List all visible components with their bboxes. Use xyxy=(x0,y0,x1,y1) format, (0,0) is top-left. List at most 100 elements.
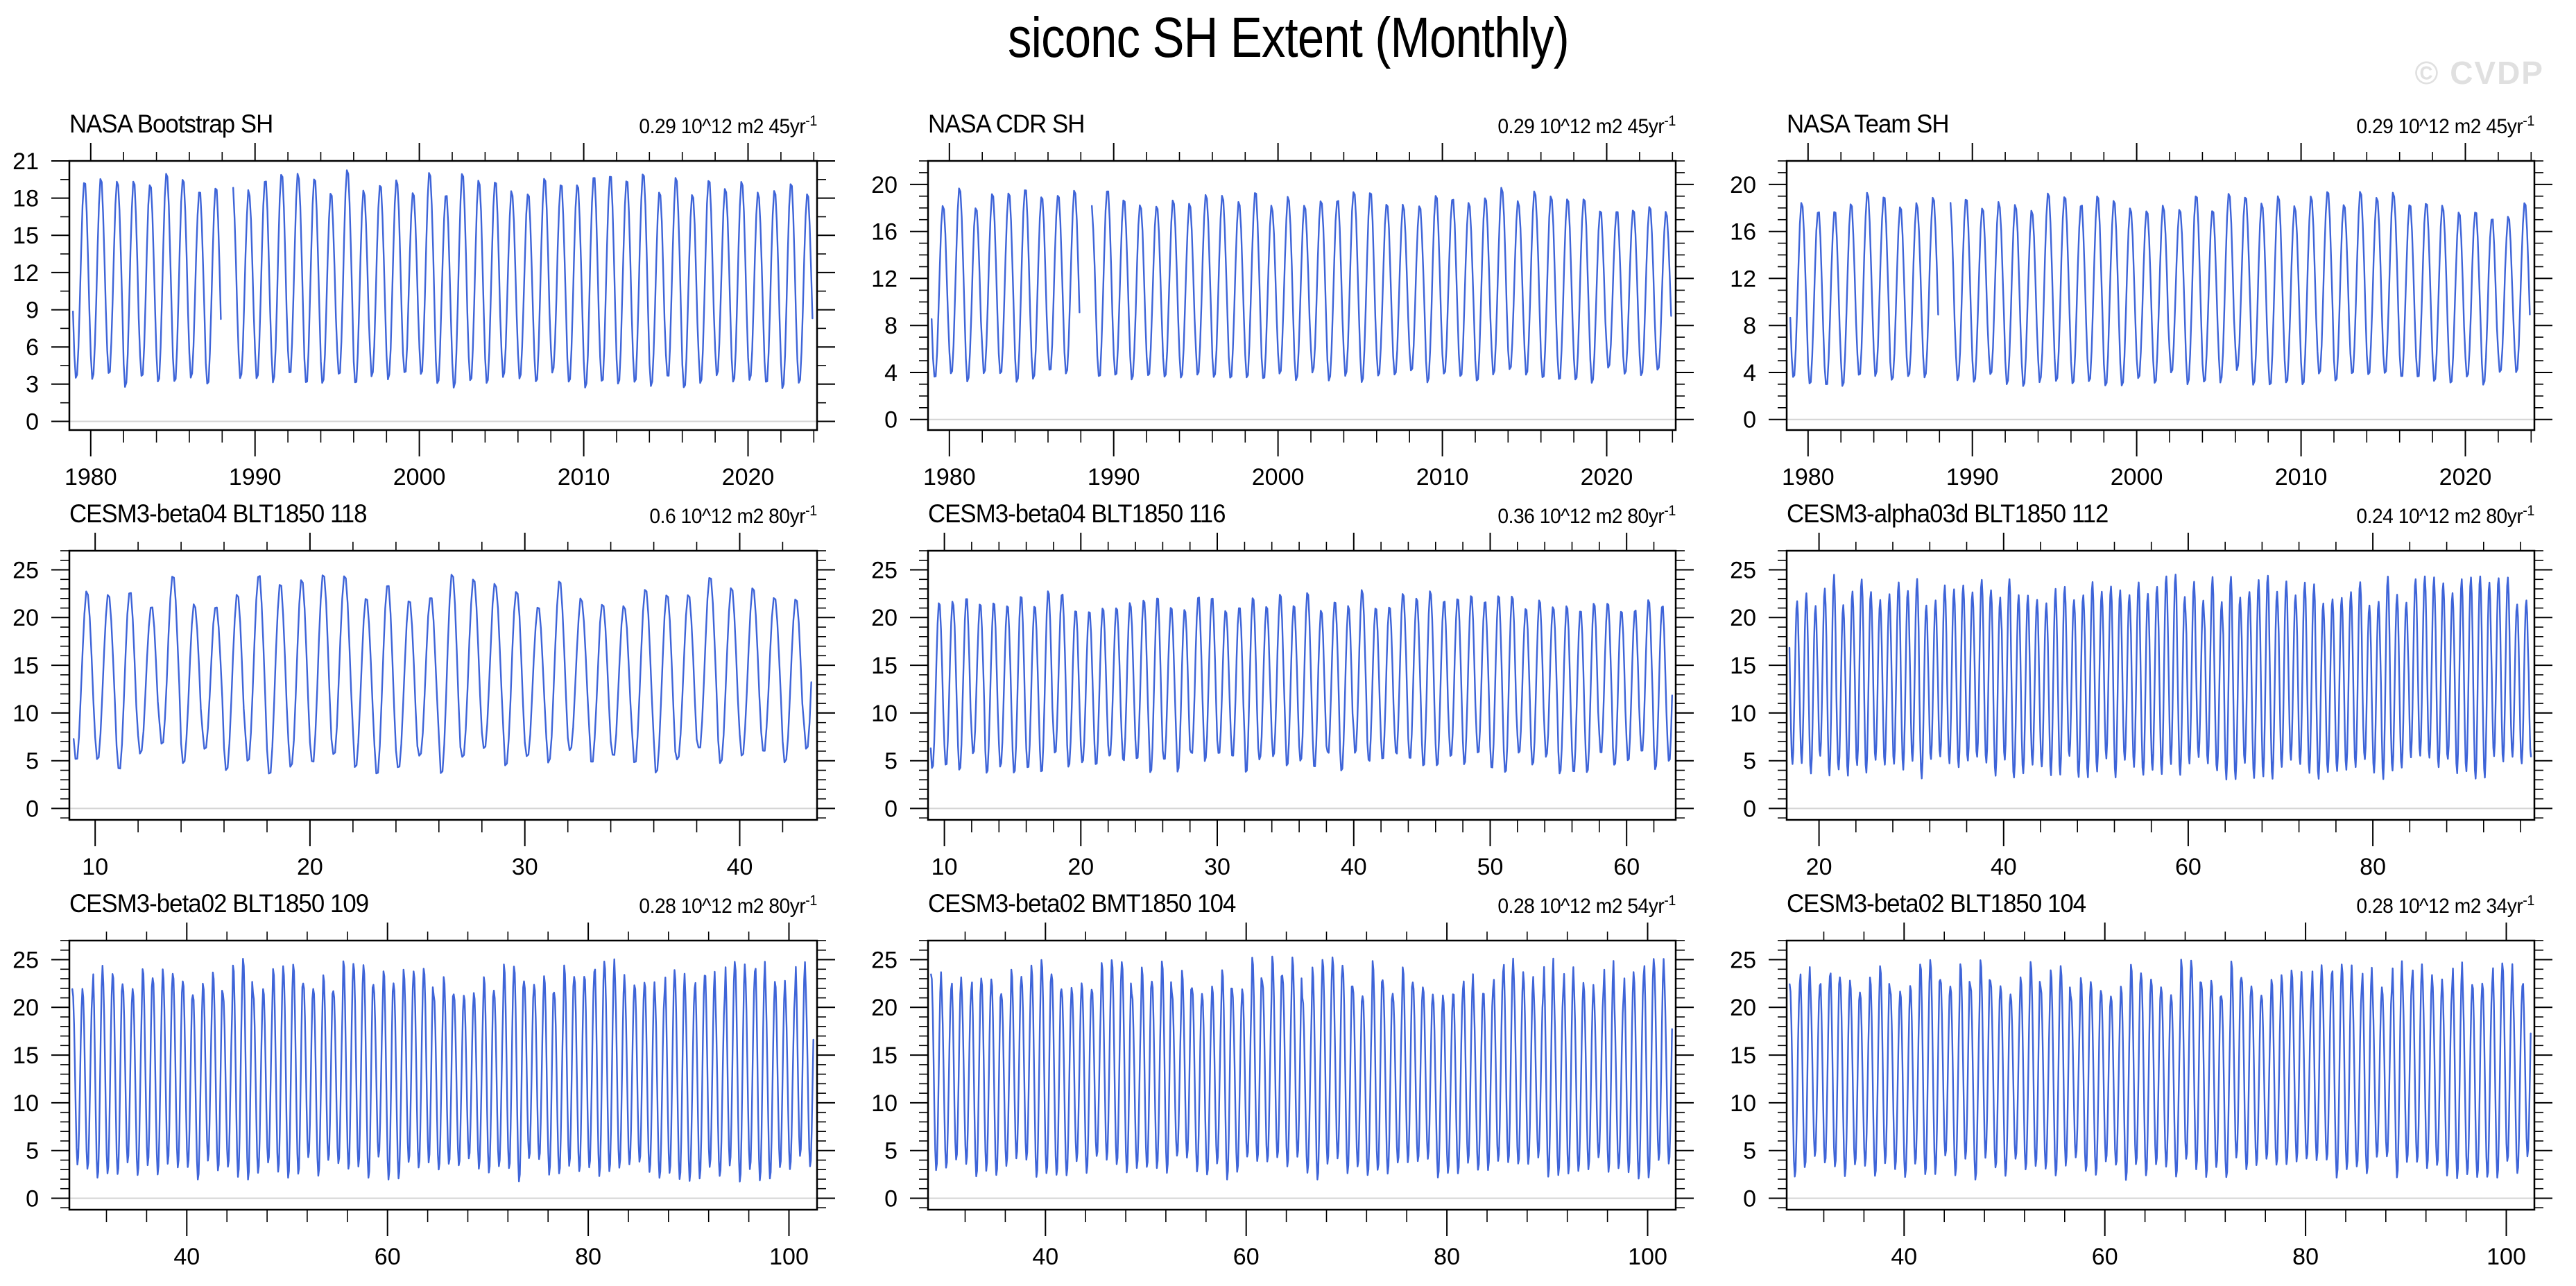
time-series-chart: 10 20 30 40 0 5 10 15 20 25 xyxy=(12,533,835,880)
chart-panel-cesm3-beta02-bmt1850-104: CESM3-beta02 BMT1850 104 0.28 10^12 m2 5… xyxy=(859,884,1717,1274)
trend-exponent: -1 xyxy=(1664,503,1676,519)
svg-text:2010: 2010 xyxy=(2275,464,2328,490)
panel-title: CESM3-beta02 BMT1850 104 xyxy=(928,889,1236,918)
svg-text:25: 25 xyxy=(871,947,898,973)
svg-text:20: 20 xyxy=(1730,172,1756,198)
cvdp-watermark: © CVDP xyxy=(2414,55,2544,91)
svg-text:25: 25 xyxy=(871,557,898,583)
svg-text:12: 12 xyxy=(12,260,39,286)
svg-text:2020: 2020 xyxy=(722,464,775,490)
svg-text:20: 20 xyxy=(1730,995,1756,1021)
svg-text:12: 12 xyxy=(1730,266,1756,292)
svg-text:15: 15 xyxy=(12,223,39,249)
svg-text:15: 15 xyxy=(12,653,39,679)
svg-text:100: 100 xyxy=(769,1244,809,1270)
trend-exponent: -1 xyxy=(1664,893,1676,909)
panel-header: CESM3-alpha03d BLT1850 112 0.24 10^12 m2… xyxy=(1717,494,2576,530)
panels-grid: NASA Bootstrap SH 0.29 10^12 m2 45yr-1 1… xyxy=(0,104,2576,1274)
svg-text:16: 16 xyxy=(871,219,898,246)
trend-exponent: -1 xyxy=(2523,113,2534,129)
trend-value: 0.36 10^12 m2 80yr xyxy=(1497,505,1665,528)
svg-text:2000: 2000 xyxy=(393,464,446,490)
svg-text:0: 0 xyxy=(884,1185,898,1212)
svg-text:0: 0 xyxy=(884,796,898,822)
trend-annotation: 0.29 10^12 m2 45yr-1 xyxy=(2356,113,2534,139)
svg-text:20: 20 xyxy=(12,605,39,631)
trend-exponent: -1 xyxy=(805,893,817,909)
panel-header: NASA CDR SH 0.29 10^12 m2 45yr-1 xyxy=(859,104,1717,140)
svg-text:20: 20 xyxy=(1730,605,1756,631)
panel-title: CESM3-beta04 BLT1850 116 xyxy=(928,499,1226,528)
svg-text:20: 20 xyxy=(1067,854,1094,880)
svg-text:40: 40 xyxy=(1032,1244,1058,1270)
svg-text:0: 0 xyxy=(1743,1185,1756,1212)
svg-text:60: 60 xyxy=(375,1244,401,1270)
svg-text:15: 15 xyxy=(871,1043,898,1069)
trend-annotation: 0.6 10^12 m2 80yr-1 xyxy=(649,503,818,529)
svg-text:10: 10 xyxy=(1730,1090,1756,1117)
svg-text:10: 10 xyxy=(871,1090,898,1117)
trend-annotation: 0.36 10^12 m2 80yr-1 xyxy=(1497,503,1676,529)
time-series-chart: 20 40 60 80 0 5 10 15 20 25 xyxy=(1730,533,2552,880)
trend-exponent: -1 xyxy=(2523,893,2534,909)
panel-header: CESM3-beta04 BLT1850 118 0.6 10^12 m2 80… xyxy=(0,494,859,530)
svg-text:0: 0 xyxy=(26,1185,39,1212)
svg-text:15: 15 xyxy=(871,653,898,679)
svg-text:1990: 1990 xyxy=(229,464,282,490)
time-series-chart: 40 60 80 100 0 5 10 15 20 25 xyxy=(12,923,835,1270)
panel-title: CESM3-alpha03d BLT1850 112 xyxy=(1787,499,2109,528)
svg-text:10: 10 xyxy=(82,854,108,880)
trend-exponent: -1 xyxy=(805,503,817,519)
svg-text:0: 0 xyxy=(26,409,39,435)
svg-text:60: 60 xyxy=(1613,854,1640,880)
time-series-chart: 1980 1990 2000 2010 2020 0 3 6 9 12 15 18 21 xyxy=(12,143,835,490)
svg-text:16: 16 xyxy=(1730,219,1756,246)
panel-title: NASA Team SH xyxy=(1787,110,1950,138)
svg-text:5: 5 xyxy=(26,1138,39,1165)
svg-text:2000: 2000 xyxy=(1252,464,1305,490)
svg-text:5: 5 xyxy=(1743,1138,1756,1165)
svg-text:2000: 2000 xyxy=(2111,464,2163,490)
svg-text:15: 15 xyxy=(12,1043,39,1069)
svg-text:15: 15 xyxy=(1730,1043,1756,1069)
trend-value: 0.6 10^12 m2 80yr xyxy=(649,505,806,528)
panel-title: CESM3-beta02 BLT1850 109 xyxy=(69,889,369,918)
trend-value: 0.28 10^12 m2 34yr xyxy=(2356,895,2523,918)
svg-text:2020: 2020 xyxy=(2439,464,2492,490)
trend-annotation: 0.29 10^12 m2 45yr-1 xyxy=(1497,113,1676,139)
svg-text:30: 30 xyxy=(1204,854,1230,880)
panel-header: CESM3-beta02 BMT1850 104 0.28 10^12 m2 5… xyxy=(859,884,1717,920)
panel-header: CESM3-beta02 BLT1850 104 0.28 10^12 m2 3… xyxy=(1717,884,2576,920)
time-series-chart: 1980 1990 2000 2010 2020 0 4 8 12 16 20 xyxy=(1730,143,2552,490)
trend-value: 0.28 10^12 m2 54yr xyxy=(1497,895,1665,918)
svg-text:80: 80 xyxy=(2292,1244,2319,1270)
svg-text:25: 25 xyxy=(12,947,39,973)
svg-text:20: 20 xyxy=(871,995,898,1021)
svg-text:4: 4 xyxy=(1743,360,1756,386)
svg-text:9: 9 xyxy=(26,298,39,324)
svg-text:60: 60 xyxy=(2175,854,2201,880)
trend-value: 0.28 10^12 m2 80yr xyxy=(639,895,806,918)
svg-text:1980: 1980 xyxy=(923,464,976,490)
svg-text:12: 12 xyxy=(871,266,898,292)
trend-exponent: -1 xyxy=(2523,503,2534,519)
panel-title: NASA CDR SH xyxy=(928,110,1085,138)
svg-text:10: 10 xyxy=(871,701,898,727)
svg-text:30: 30 xyxy=(512,854,538,880)
svg-text:8: 8 xyxy=(1743,313,1756,339)
svg-text:25: 25 xyxy=(1730,557,1756,583)
trend-value: 0.29 10^12 m2 45yr xyxy=(639,115,806,138)
svg-text:5: 5 xyxy=(26,748,39,775)
svg-text:3: 3 xyxy=(26,372,39,398)
svg-text:40: 40 xyxy=(173,1244,200,1270)
svg-text:10: 10 xyxy=(1730,701,1756,727)
svg-text:8: 8 xyxy=(884,313,898,339)
svg-text:1980: 1980 xyxy=(65,464,117,490)
svg-text:10: 10 xyxy=(12,1090,39,1117)
svg-text:5: 5 xyxy=(884,1138,898,1165)
trend-annotation: 0.28 10^12 m2 54yr-1 xyxy=(1497,893,1676,918)
chart-panel-cesm3-beta02-blt1850-109: CESM3-beta02 BLT1850 109 0.28 10^12 m2 8… xyxy=(0,884,859,1274)
svg-text:1990: 1990 xyxy=(1088,464,1140,490)
time-series-chart: 40 60 80 100 0 5 10 15 20 25 xyxy=(1730,923,2552,1270)
